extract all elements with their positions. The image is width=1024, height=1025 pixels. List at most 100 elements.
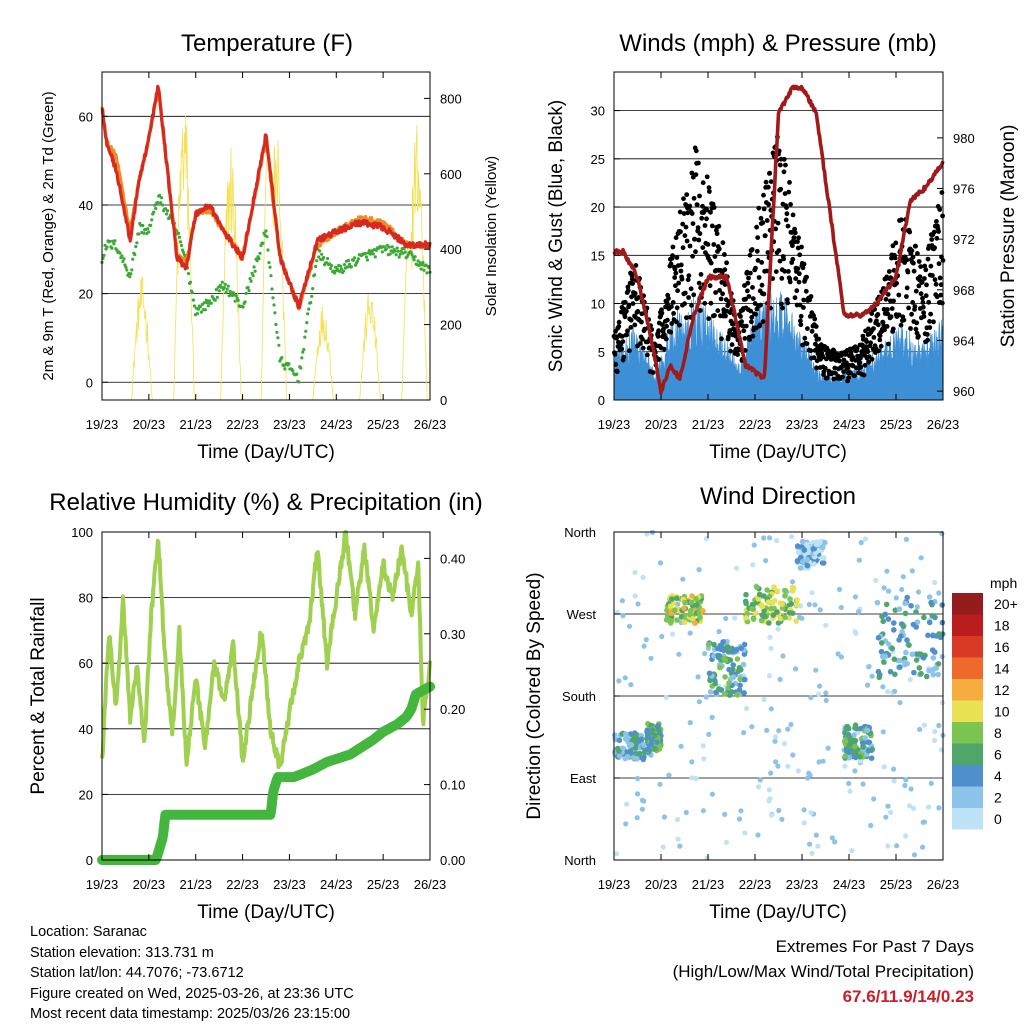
x-tick-label: 26/23 — [927, 877, 960, 892]
direction-point — [823, 690, 829, 696]
gust-point — [753, 311, 759, 317]
gust-point — [659, 310, 665, 316]
gust-point — [918, 264, 924, 269]
gust-point — [877, 337, 883, 343]
gust-point — [677, 322, 682, 328]
gust-point — [910, 300, 916, 305]
y-tick-label-right: 976 — [953, 182, 975, 197]
dewpoint-point — [214, 288, 218, 292]
direction-point — [675, 836, 681, 842]
direction-point — [678, 743, 684, 749]
sonic-wind-series — [613, 291, 944, 401]
gust-point — [814, 365, 819, 371]
y-tick-label-right: 972 — [953, 232, 975, 247]
direction-point — [624, 753, 631, 760]
gust-point — [889, 306, 895, 311]
gust-point — [802, 335, 808, 341]
gust-point — [712, 254, 718, 259]
dewpoint-point — [309, 301, 313, 305]
dewpoint-point — [135, 241, 139, 245]
gust-point — [625, 288, 631, 293]
dewpoint-point — [159, 201, 163, 205]
direction-point — [723, 615, 729, 622]
gust-point — [684, 192, 690, 198]
direction-point — [754, 584, 760, 590]
gust-point — [678, 262, 684, 268]
direction-point — [696, 567, 702, 573]
gust-point — [619, 346, 625, 352]
x-tick-label: 21/23 — [692, 877, 725, 892]
direction-point — [734, 565, 740, 571]
gust-point — [787, 180, 792, 185]
winds-y-label: Sonic Wind & Gust (Blue, Black) — [546, 100, 567, 372]
gust-point — [670, 253, 675, 259]
dewpoint-point — [186, 272, 191, 276]
dewpoint-point — [311, 287, 315, 291]
direction-point — [875, 635, 882, 641]
direction-point — [851, 732, 857, 738]
gust-point — [689, 302, 694, 308]
direction-point — [634, 791, 641, 797]
gust-point — [755, 235, 761, 241]
relative-humidity-line — [100, 530, 432, 770]
dewpoint-point — [150, 218, 154, 222]
direction-point — [722, 674, 728, 680]
direction-point — [806, 601, 812, 608]
direction-point — [816, 759, 822, 765]
gust-point — [624, 332, 630, 338]
direction-point — [620, 613, 626, 619]
gust-point — [883, 296, 889, 302]
gust-point — [886, 269, 892, 274]
gust-point — [637, 341, 643, 346]
dewpoint-point — [149, 223, 153, 227]
dewpoint-point — [258, 251, 262, 255]
dewpoint-point — [380, 250, 384, 254]
gust-point — [926, 299, 932, 305]
x-tick-label: 25/23 — [880, 877, 913, 892]
direction-point — [785, 726, 791, 732]
gust-point — [644, 352, 650, 358]
dewpoint-point — [224, 290, 228, 295]
direction-point — [918, 670, 924, 677]
gust-point — [742, 336, 748, 341]
dewpoint-point — [387, 245, 391, 249]
direction-point — [798, 554, 804, 561]
gust-point — [716, 223, 722, 229]
direction-point — [809, 850, 815, 857]
direction-point — [913, 609, 919, 615]
dewpoint-point — [146, 227, 150, 231]
gust-point — [683, 202, 688, 207]
direction-point — [882, 611, 888, 618]
colorbar-swatch — [952, 722, 983, 744]
direction-point — [880, 618, 886, 625]
dewpoint-point — [342, 263, 347, 267]
winds-x-ticks: 19/23 20/23 21/23 22/23 23/23 24/23 25/23 26/23 — [598, 72, 959, 432]
dewpoint-point — [356, 257, 360, 261]
gust-point — [684, 238, 690, 244]
gust-point — [915, 251, 920, 256]
gust-point — [888, 314, 894, 320]
dewpoint-point — [313, 273, 317, 277]
gust-point — [612, 352, 618, 357]
gust-point — [871, 326, 876, 331]
dewpoint-point — [318, 249, 322, 253]
direction-point — [700, 608, 706, 614]
gust-point — [728, 348, 733, 354]
dewpoint-point — [287, 362, 291, 366]
gust-point — [792, 230, 798, 236]
wind-direction-gridlines — [614, 613, 943, 779]
direction-point — [729, 648, 735, 655]
direction-point — [753, 610, 759, 617]
direction-point — [750, 562, 756, 568]
direction-point — [723, 839, 730, 845]
gust-point — [916, 283, 922, 289]
gust-point — [894, 280, 899, 286]
direction-point — [795, 549, 802, 556]
direction-point — [852, 738, 858, 744]
direction-point — [869, 673, 875, 679]
direction-point — [632, 569, 638, 576]
dewpoint-point — [261, 241, 265, 245]
dewpoint-point — [314, 264, 318, 269]
direction-point — [916, 651, 922, 657]
colorbar-label: 20+ — [994, 596, 1018, 612]
